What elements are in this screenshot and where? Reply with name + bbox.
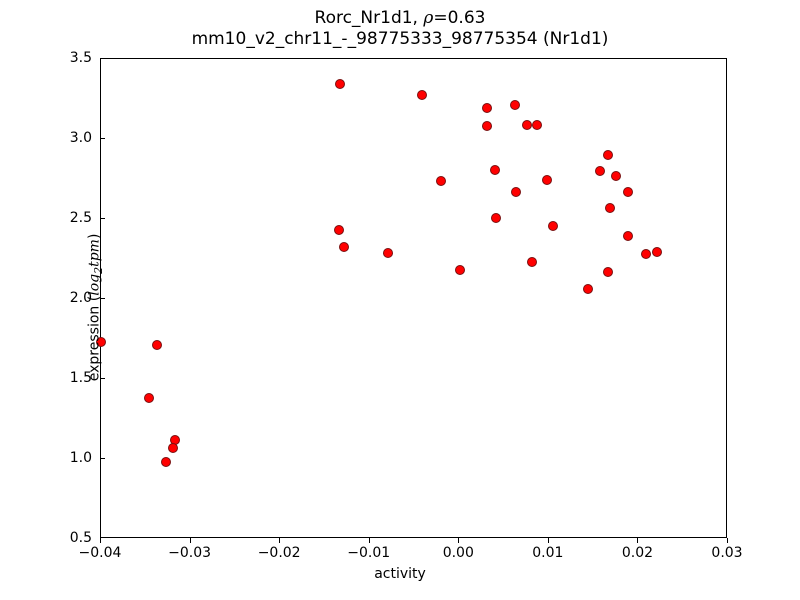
x-tick-label: 0.02 [621,545,654,561]
scatter-point [605,203,616,213]
x-tick-label: −0.04 [78,545,122,561]
x-axis-label: activity [374,566,426,582]
x-tick [100,538,101,543]
title-line-1: Rorc_Nr1d1, ρ=0.63 [0,8,800,29]
scatter-point [623,187,634,197]
scatter-point [641,249,652,259]
title-gene-pair: Rorc_Nr1d1, [314,8,424,28]
scatter-point [491,213,502,223]
x-tick-label: −0.03 [168,545,212,561]
scatter-point [481,121,492,131]
x-tick-label: 0.03 [711,545,743,561]
x-tick [368,538,370,543]
scatter-point [338,241,349,252]
scatter-point [436,175,447,186]
x-tick-label: 0.00 [442,545,474,561]
rho-value: =0.63 [433,8,486,28]
scatter-point [603,149,614,160]
y-tick [100,458,105,459]
scatter-point [490,165,501,175]
x-tick [547,538,549,543]
y-tick-label: 2.0 [69,290,92,306]
scatter-point [455,265,466,275]
scatter-point [152,339,163,350]
scatter-point [168,443,178,453]
y-axis-label-suffix: ) [86,233,103,240]
plot-area [100,58,727,538]
y-tick-label: 3.0 [69,130,92,146]
x-tick [637,538,639,543]
scatter-point [511,187,522,197]
scatter-point [510,99,521,110]
scatter-point [143,393,154,403]
y-tick-label: 3.5 [69,50,92,66]
y-tick [100,298,105,299]
y-tick [100,138,105,139]
scatter-point [652,247,663,257]
x-tick-label: 0.01 [532,545,564,561]
rho-symbol: ρ [423,8,434,28]
scatter-point [623,231,634,241]
y-axis-label-log: log [86,273,103,296]
scatter-point [335,79,346,89]
scatter-point [583,283,594,294]
scatter-point [383,247,394,258]
y-axis-label-sub: 2 [92,266,106,274]
scatter-point [95,337,106,348]
x-tick [458,538,460,543]
y-tick-label: 0.5 [69,530,92,546]
scatter-point [532,119,543,130]
y-axis-label-prefix: expression ( [86,295,103,382]
scatter-point [527,257,538,267]
x-tick [727,538,728,543]
y-tick [100,218,105,219]
chart-title: Rorc_Nr1d1, ρ=0.63 mm10_v2_chr11_-_98775… [0,8,800,50]
scatter-point [541,175,552,185]
scatter-point [481,103,492,113]
y-tick [100,378,105,379]
scatter-point [522,119,533,130]
y-tick-label: 2.5 [69,210,92,226]
x-tick-label: −0.02 [257,545,301,561]
title-line-2: mm10_v2_chr11_-_98775333_98775354 (Nr1d1… [191,29,609,49]
x-tick [189,538,191,543]
scatter-point [595,165,606,176]
scatter-point [161,457,171,467]
scatter-point [416,89,427,100]
y-axis-label: expression (log2tpm) [86,234,105,382]
x-tick [279,538,281,543]
y-axis-label-tpm: tpm [86,239,103,267]
y-tick-label: 1.0 [69,450,92,466]
scatter-point [611,171,622,181]
scatter-point [548,221,559,231]
y-tick-label: 1.5 [69,370,92,386]
scatter-point [603,267,614,277]
x-tick-label: −0.01 [347,545,391,561]
scatter-point [333,225,344,235]
